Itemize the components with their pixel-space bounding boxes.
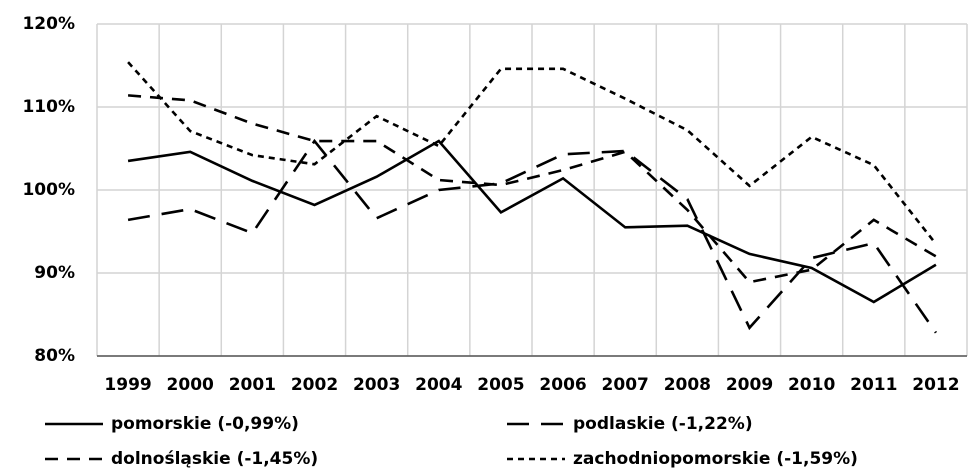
x-tick-label: 2011 xyxy=(850,375,897,395)
y-tick-label: 120% xyxy=(22,14,75,34)
x-tick-label: 1999 xyxy=(104,375,151,395)
legend-label: dolnośląskie (-1,45%) xyxy=(111,449,318,469)
y-tick-label: 80% xyxy=(34,346,75,366)
y-tick-label: 90% xyxy=(34,263,75,283)
x-tick-label: 2004 xyxy=(415,375,462,395)
x-tick-label: 2010 xyxy=(788,375,835,395)
x-tick-label: 2006 xyxy=(539,375,586,395)
x-tick-label: 2012 xyxy=(912,375,959,395)
series-line xyxy=(127,94,937,284)
x-tick-label: 2005 xyxy=(477,375,524,395)
x-tick-label: 2002 xyxy=(291,375,338,395)
series-line xyxy=(127,138,937,334)
y-tick-label: 110% xyxy=(22,97,75,117)
series-line xyxy=(127,139,937,304)
x-tick-label: 2000 xyxy=(167,375,214,395)
legend-label: pomorskie (-0,99%) xyxy=(111,414,299,434)
x-tick-label: 2003 xyxy=(353,375,400,395)
x-tick-label: 2001 xyxy=(229,375,276,395)
x-tick-label: 2007 xyxy=(602,375,649,395)
legend-label: zachodniopomorskie (-1,59%) xyxy=(573,449,858,469)
x-tick-label: 2009 xyxy=(726,375,773,395)
series-line xyxy=(127,61,937,245)
legend-label: podlaskie (-1,22%) xyxy=(573,414,753,434)
y-tick-label: 100% xyxy=(22,180,75,200)
x-tick-label: 2008 xyxy=(664,375,711,395)
